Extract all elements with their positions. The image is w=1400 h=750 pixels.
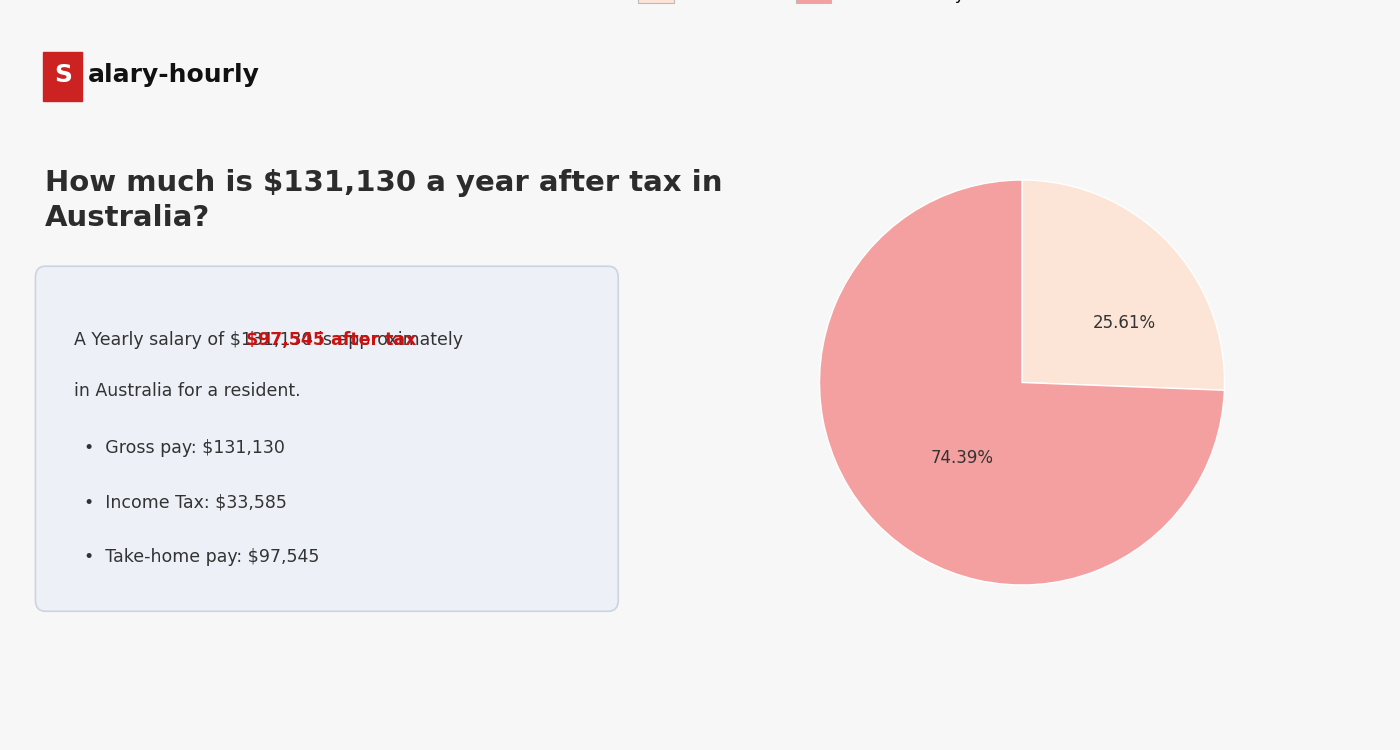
Text: in Australia for a resident.: in Australia for a resident. (74, 382, 301, 400)
Text: A Yearly salary of $131,130 is approximately: A Yearly salary of $131,130 is approxima… (74, 332, 469, 350)
Text: How much is $131,130 a year after tax in
Australia?: How much is $131,130 a year after tax in… (45, 169, 722, 232)
FancyBboxPatch shape (43, 52, 83, 101)
Text: 74.39%: 74.39% (931, 449, 994, 467)
Text: alary-hourly: alary-hourly (88, 63, 260, 87)
Legend: Income Tax, Take-home Pay: Income Tax, Take-home Pay (638, 0, 965, 3)
Text: •  Income Tax: $33,585: • Income Tax: $33,585 (84, 494, 287, 512)
Text: S: S (53, 63, 71, 87)
FancyBboxPatch shape (35, 266, 619, 611)
Text: •  Gross pay: $131,130: • Gross pay: $131,130 (84, 439, 284, 457)
Text: 25.61%: 25.61% (1093, 314, 1156, 332)
Text: $97,545 after tax: $97,545 after tax (246, 332, 417, 350)
Wedge shape (1022, 180, 1225, 390)
Text: •  Take-home pay: $97,545: • Take-home pay: $97,545 (84, 548, 319, 566)
Wedge shape (819, 180, 1225, 585)
